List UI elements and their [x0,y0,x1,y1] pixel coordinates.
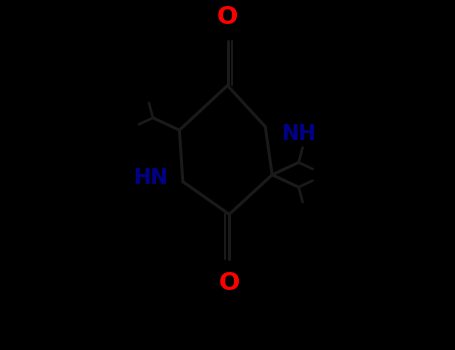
Text: O: O [218,271,240,295]
Text: O: O [217,5,238,29]
Text: HN: HN [133,168,167,188]
Text: NH: NH [281,124,315,144]
